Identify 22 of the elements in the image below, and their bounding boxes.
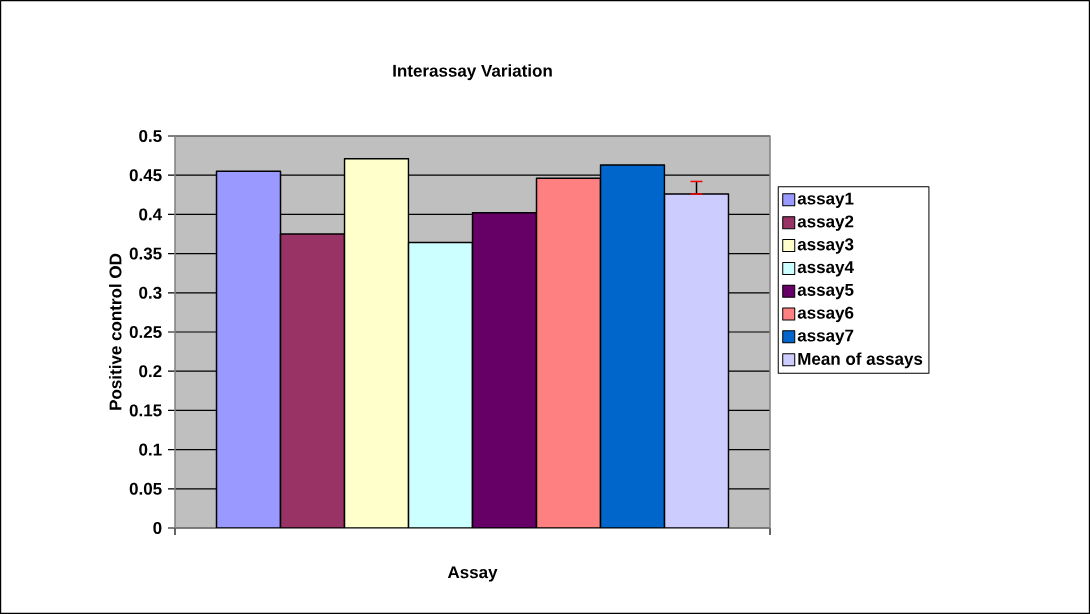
legend-label: assay5 xyxy=(797,284,854,300)
legend-label: assay7 xyxy=(797,329,854,345)
legend-label: assay3 xyxy=(797,238,854,254)
y-tick-label: 0.1 xyxy=(139,443,162,456)
legend-label: assay6 xyxy=(797,306,854,323)
y-tick-label: 0.35 xyxy=(129,247,162,260)
legend-label: Mean of assays xyxy=(798,352,923,369)
y-tick-label: 0.25 xyxy=(129,325,162,339)
y-tick-label: 0.4 xyxy=(139,208,163,221)
y-tick-label: 0.3 xyxy=(139,286,162,299)
chart-title: Interassay Variation xyxy=(393,64,552,81)
legend-label: assay4 xyxy=(797,261,854,277)
y-axis-title: Positive control OD xyxy=(109,253,122,410)
y-tick-label: 0.2 xyxy=(139,365,162,378)
y-tick-label: 0.45 xyxy=(129,169,162,182)
y-tick-label: 0 xyxy=(153,521,162,535)
legend-label: assay2 xyxy=(797,215,854,231)
y-tick-label: 0.05 xyxy=(129,482,162,495)
legend-label: assay1 xyxy=(797,192,854,208)
y-tick-label: 0.15 xyxy=(129,404,162,417)
x-axis-title: Assay xyxy=(447,566,498,582)
y-tick-label: 0.5 xyxy=(139,129,162,143)
